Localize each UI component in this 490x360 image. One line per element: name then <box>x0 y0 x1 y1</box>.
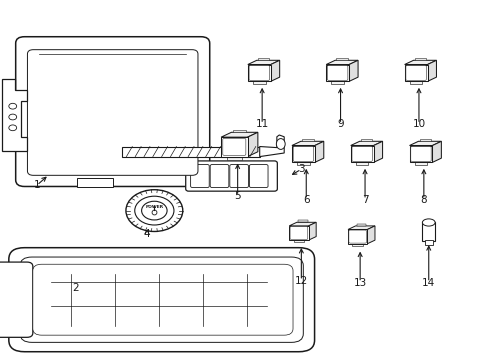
FancyBboxPatch shape <box>297 162 310 165</box>
Circle shape <box>142 201 167 220</box>
Circle shape <box>9 125 17 131</box>
Text: 3: 3 <box>298 164 305 174</box>
FancyBboxPatch shape <box>406 66 426 80</box>
FancyBboxPatch shape <box>27 50 198 175</box>
FancyBboxPatch shape <box>327 66 348 80</box>
Polygon shape <box>405 60 437 64</box>
FancyBboxPatch shape <box>415 162 427 165</box>
Polygon shape <box>368 226 375 244</box>
FancyBboxPatch shape <box>331 81 344 84</box>
Text: 4: 4 <box>144 229 150 239</box>
Polygon shape <box>247 132 258 157</box>
Polygon shape <box>258 58 270 60</box>
FancyBboxPatch shape <box>6 101 20 137</box>
FancyBboxPatch shape <box>227 157 242 160</box>
Polygon shape <box>348 226 375 229</box>
Polygon shape <box>309 222 316 240</box>
FancyBboxPatch shape <box>349 230 367 243</box>
FancyBboxPatch shape <box>249 165 268 188</box>
Polygon shape <box>374 141 383 162</box>
FancyBboxPatch shape <box>410 145 433 162</box>
Polygon shape <box>271 60 280 81</box>
FancyBboxPatch shape <box>4 272 21 328</box>
Polygon shape <box>357 224 367 226</box>
FancyBboxPatch shape <box>210 165 229 188</box>
FancyBboxPatch shape <box>405 64 428 81</box>
Text: POWER: POWER <box>146 205 163 209</box>
Text: 9: 9 <box>337 119 344 129</box>
Polygon shape <box>361 139 372 141</box>
Polygon shape <box>233 130 246 132</box>
Text: 5: 5 <box>234 191 241 201</box>
FancyBboxPatch shape <box>20 257 303 342</box>
Circle shape <box>9 114 17 120</box>
Text: 6: 6 <box>303 195 310 205</box>
FancyBboxPatch shape <box>289 226 309 240</box>
Polygon shape <box>260 135 284 157</box>
Polygon shape <box>433 141 441 162</box>
FancyBboxPatch shape <box>16 37 210 186</box>
FancyBboxPatch shape <box>422 222 435 241</box>
Text: 14: 14 <box>422 278 436 288</box>
FancyBboxPatch shape <box>9 248 315 352</box>
Polygon shape <box>349 60 358 81</box>
FancyBboxPatch shape <box>411 147 431 161</box>
FancyBboxPatch shape <box>248 64 271 81</box>
FancyBboxPatch shape <box>223 138 246 156</box>
Polygon shape <box>248 60 280 64</box>
FancyBboxPatch shape <box>410 81 422 84</box>
FancyBboxPatch shape <box>348 229 368 244</box>
Ellipse shape <box>276 139 285 149</box>
Text: 11: 11 <box>255 119 269 129</box>
Circle shape <box>126 190 183 231</box>
FancyBboxPatch shape <box>221 137 247 157</box>
FancyBboxPatch shape <box>77 178 113 187</box>
FancyBboxPatch shape <box>230 165 248 188</box>
FancyBboxPatch shape <box>352 147 372 161</box>
Polygon shape <box>289 222 316 226</box>
Polygon shape <box>410 141 441 145</box>
Polygon shape <box>420 139 431 141</box>
FancyBboxPatch shape <box>425 240 433 245</box>
Polygon shape <box>302 139 314 141</box>
Polygon shape <box>326 60 358 64</box>
Polygon shape <box>298 220 308 222</box>
Polygon shape <box>315 141 324 162</box>
Polygon shape <box>221 132 258 137</box>
FancyBboxPatch shape <box>352 244 363 246</box>
Text: 7: 7 <box>362 195 368 205</box>
Ellipse shape <box>422 219 435 226</box>
FancyBboxPatch shape <box>293 147 314 161</box>
FancyBboxPatch shape <box>253 81 266 84</box>
Text: 1: 1 <box>33 180 40 190</box>
Circle shape <box>9 103 17 109</box>
Text: 10: 10 <box>413 119 425 129</box>
FancyBboxPatch shape <box>0 262 33 337</box>
FancyBboxPatch shape <box>326 64 349 81</box>
Polygon shape <box>428 60 437 81</box>
FancyBboxPatch shape <box>186 161 277 191</box>
Polygon shape <box>337 58 348 60</box>
Circle shape <box>135 196 174 225</box>
FancyBboxPatch shape <box>290 226 308 239</box>
Text: 8: 8 <box>420 195 427 205</box>
FancyBboxPatch shape <box>191 165 209 188</box>
FancyBboxPatch shape <box>122 147 260 157</box>
FancyBboxPatch shape <box>249 66 270 80</box>
FancyBboxPatch shape <box>294 240 304 243</box>
Polygon shape <box>2 79 27 151</box>
FancyBboxPatch shape <box>292 145 315 162</box>
Polygon shape <box>292 141 324 145</box>
Text: 12: 12 <box>294 276 308 286</box>
FancyBboxPatch shape <box>356 162 368 165</box>
FancyBboxPatch shape <box>351 145 374 162</box>
FancyBboxPatch shape <box>33 264 293 335</box>
Polygon shape <box>351 141 383 145</box>
Text: 2: 2 <box>73 283 79 293</box>
Polygon shape <box>415 58 426 60</box>
Text: 13: 13 <box>353 278 367 288</box>
